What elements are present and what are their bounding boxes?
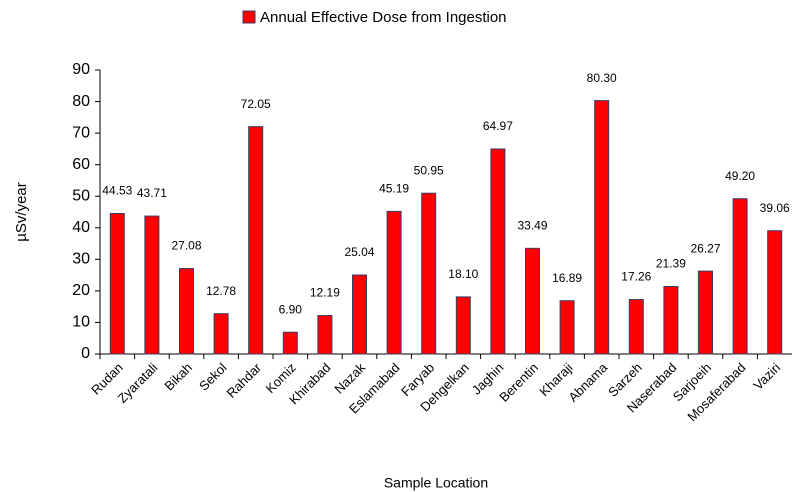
bar (559, 300, 575, 355)
bar (767, 230, 783, 355)
bar (732, 198, 748, 355)
x-tick-label: Rahdar (223, 359, 264, 400)
x-tick-label: Bikah (161, 360, 195, 394)
value-label: 80.30 (587, 71, 617, 85)
value-label: 17.26 (621, 270, 651, 284)
value-label: 33.49 (517, 218, 547, 232)
value-label: 21.39 (656, 257, 686, 271)
value-label: 43.71 (137, 186, 167, 200)
bar (663, 286, 679, 355)
x-tick-label: Abnama (565, 359, 610, 404)
y-tick-label: 20 (72, 282, 90, 299)
value-label: 12.78 (206, 284, 236, 298)
bar (525, 247, 540, 355)
bar (455, 296, 471, 355)
value-label: 12.19 (310, 286, 340, 300)
bar (352, 274, 367, 355)
bar (386, 210, 402, 355)
value-label: 64.97 (483, 119, 513, 133)
bar (594, 100, 610, 355)
bar (109, 212, 125, 355)
y-tick-label: 30 (72, 251, 90, 268)
value-label: 6.90 (279, 302, 303, 316)
x-axis-label: Sample Location (384, 475, 488, 491)
bar (213, 313, 229, 355)
bar (248, 126, 264, 355)
bar (421, 192, 437, 355)
bar (282, 331, 298, 355)
value-label: 27.08 (171, 239, 201, 253)
y-tick-label: 50 (72, 187, 90, 204)
value-label: 16.89 (552, 271, 582, 285)
bar (144, 215, 160, 355)
y-tick-label: 40 (72, 219, 90, 236)
value-label: 44.53 (102, 184, 132, 198)
bar (317, 315, 333, 355)
value-label: 45.19 (379, 182, 409, 196)
y-tick-label: 0 (81, 345, 90, 362)
value-label: 72.05 (241, 97, 271, 111)
x-tick-label: Berentin (496, 360, 541, 405)
value-label: 50.95 (414, 163, 444, 177)
y-tick-label: 10 (72, 314, 90, 331)
bar (628, 299, 644, 355)
legend-label: Annual Effective Dose from Ingestion (260, 9, 507, 26)
y-tick-label: 60 (72, 156, 90, 173)
bar (698, 270, 713, 355)
bar (179, 268, 194, 355)
y-axis-label: µSv/year (13, 182, 30, 242)
value-label: 18.10 (448, 267, 478, 281)
value-label: 25.04 (344, 245, 374, 259)
legend-swatch (242, 10, 256, 24)
value-label: 49.20 (725, 169, 755, 183)
bar (490, 148, 506, 355)
value-label: 39.06 (760, 201, 790, 215)
y-tick-label: 90 (72, 61, 90, 78)
x-tick-label: Vaziri (750, 360, 783, 393)
y-tick-label: 80 (72, 93, 90, 110)
y-tick-label: 70 (72, 124, 90, 141)
value-label: 26.27 (690, 241, 720, 255)
